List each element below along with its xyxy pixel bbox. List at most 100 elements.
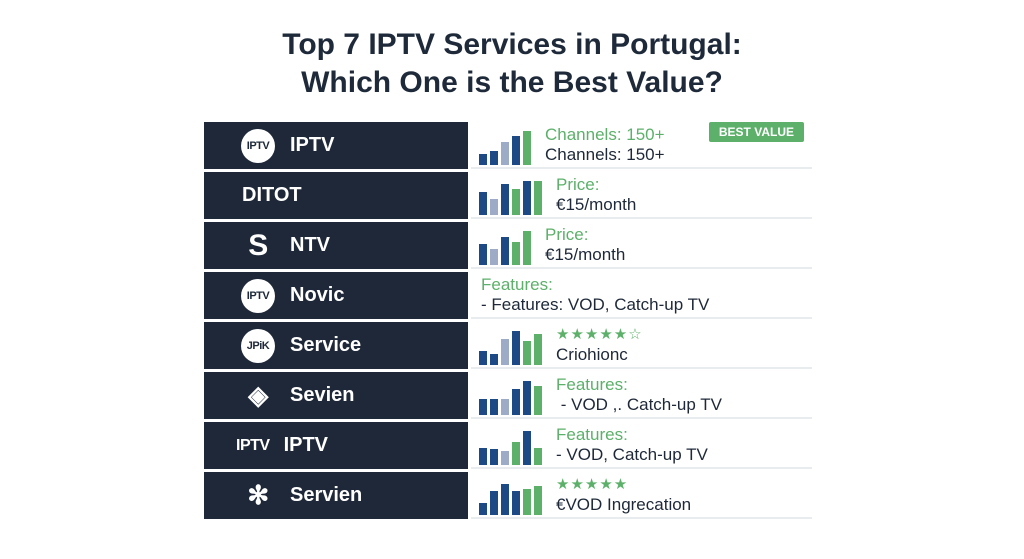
details-text: Features: - Features: VOD, Catch-up TV [481,275,709,315]
bar [523,430,531,465]
bar [512,330,520,365]
bar [523,130,531,165]
comparison-table: IPTV IPTV Channels: 150+ Channels: 150+ BEST… [204,122,812,522]
details-text: ★★★★★☆ Criohionc [556,325,643,365]
bar [534,385,542,415]
bar [512,389,520,415]
service-name-cell: IPTV Novic [204,272,468,319]
bar-chart-icon [479,130,531,165]
bar [523,489,531,515]
bar-chart-icon [479,330,542,365]
service-logo-icon: S [248,228,268,262]
bar [490,199,498,215]
service-row: DITOT Price: €15/month [204,172,812,219]
service-name: IPTV [283,434,329,456]
detail-value: Channels: 150+ [545,144,665,164]
bar [534,180,542,215]
bar [512,442,520,465]
service-name-cell: JPiK Service [204,322,468,369]
service-row: IPTV Novic Features: - Features: VOD, Catch… [204,272,812,319]
bar [534,485,542,515]
service-logo-icon: IPTV [241,128,275,163]
service-row: JPiK Service ★★★★★☆ Criohionc [204,322,812,369]
bar [479,399,487,415]
detail-value: - Features: VOD, Catch-up TV [481,294,710,314]
bar [512,242,520,265]
best-value-badge: BEST VALUE [708,122,804,142]
service-details-cell: Price: €15/month [471,222,812,269]
service-name: Sevien [290,384,355,406]
service-details-cell: ★★★★★☆ Criohionc [471,322,812,369]
service-name: DITOT [242,184,302,206]
bar [479,244,487,265]
bar [501,237,509,265]
service-name: Servien [290,484,363,506]
service-details-cell: Features: - Features: VOD, Catch-up TV [471,272,812,319]
service-details-cell: Features: - VOD, Catch-up TV [471,422,812,469]
bar-chart-icon [479,481,542,515]
bar [501,483,509,515]
details-text: Price: €15/month [545,225,625,265]
bar-chart-icon [479,430,542,465]
service-name-cell: DITOT [204,172,468,219]
details-text: Price: €15/month [556,175,636,215]
bar [501,339,509,365]
bar [512,135,520,165]
bar [479,350,487,365]
service-row: S NTV Price: €15/month [204,222,812,269]
detail-label: Channels: 150+ [545,124,665,144]
bar [479,192,487,215]
bar [501,183,509,215]
bar-chart-icon [479,230,531,265]
service-name-cell: IPTV IPTV [204,122,468,169]
service-logo-icon: IPTV [236,436,270,454]
detail-value: €15/month [545,244,626,264]
bar [479,502,487,515]
detail-value: - VOD ,. Catch-up TV [556,394,722,414]
detail-value: Criohionc [556,344,628,364]
service-name-cell: IPTV IPTV [204,422,468,469]
rating-stars-icon: ★★★★★ [556,475,629,493]
bar [501,450,509,465]
service-row: ✻ Servien ★★★★★ €VOD Ingrecation [204,472,812,519]
service-name-cell: ✻ Servien [204,472,468,519]
detail-value: €15/month [556,194,637,214]
detail-label: Features: [556,424,628,444]
service-row: ◈ Sevien Features: - VOD ,. Catch-up TV [204,372,812,419]
service-details-cell: Features: - VOD ,. Catch-up TV [471,372,812,419]
rating-stars-icon: ★★★★★☆ [556,325,643,343]
bar [512,189,520,215]
bar [490,354,498,365]
bar [501,142,509,165]
bar [479,447,487,465]
detail-value: €VOD Ingrecation [556,494,692,514]
bar [523,230,531,265]
bar [534,333,542,365]
title-line-1: Top 7 IPTV Services in Portugal: [282,28,742,61]
bar [512,490,520,515]
bar [501,399,509,415]
bar [490,449,498,465]
service-name: NTV [290,234,330,256]
detail-label: Features: [556,374,628,394]
details-text: ★★★★★ €VOD Ingrecation [556,475,691,515]
bar [523,180,531,215]
service-logo-icon: JPiK [241,328,275,363]
detail-label: Features: [481,274,553,294]
details-text: Channels: 150+ Channels: 150+ [545,125,665,165]
bar [479,154,487,165]
service-name-cell: ◈ Sevien [204,372,468,419]
details-text: Features: - VOD ,. Catch-up TV [556,375,722,415]
service-details-cell: ★★★★★ €VOD Ingrecation [471,472,812,519]
service-name: Service [290,334,362,356]
detail-label: Price: [556,174,600,194]
service-row: IPTV IPTV Features: - VOD, Catch-up TV [204,422,812,469]
detail-label: Price: [545,224,589,244]
service-details-cell: Price: €15/month [471,172,812,219]
bar [490,399,498,415]
bar [490,490,498,515]
bar-chart-icon [479,180,542,215]
bar [490,249,498,265]
service-logo-icon: ✻ [247,480,269,510]
page-title: Top 7 IPTV Services in Portugal: Which O… [0,26,1024,102]
